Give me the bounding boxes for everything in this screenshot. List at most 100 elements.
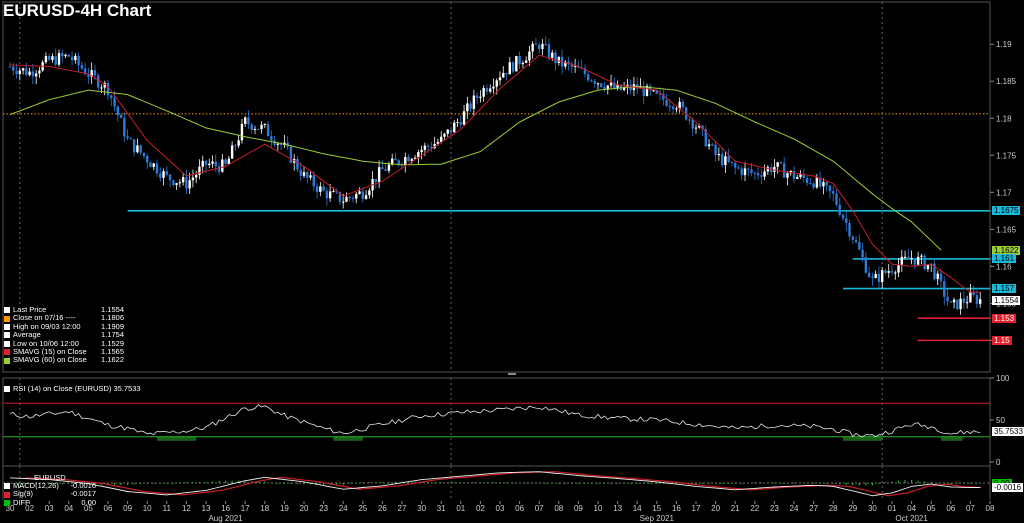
x-day-label: 04	[907, 504, 916, 513]
candle-body	[234, 145, 237, 147]
candle-body	[440, 136, 443, 142]
macd-histogram-bar	[721, 483, 723, 484]
price-tick-label: 1.18	[996, 114, 1012, 123]
macd-histogram-bar	[440, 482, 442, 483]
candle-body	[472, 95, 476, 109]
macd-histogram-bar	[179, 482, 181, 484]
candle-body	[387, 164, 391, 171]
candle-body	[828, 185, 832, 192]
candle-body	[250, 124, 253, 130]
x-day-label: 30	[868, 504, 877, 513]
candle-body	[420, 149, 423, 153]
candle-body	[815, 177, 819, 188]
legend-row-sma60: SMAVG (60) on Close 1.1622	[4, 356, 124, 364]
macd-histogram-bar	[231, 480, 233, 483]
legend-label: SMAVG (60) on Close	[13, 355, 87, 365]
macd-histogram-bar	[656, 483, 658, 484]
candle-body	[15, 70, 18, 75]
candle-body	[508, 62, 511, 75]
macd-histogram-bar	[251, 480, 253, 483]
candle-body	[583, 68, 587, 75]
x-day-label: 24	[790, 504, 799, 513]
candle-body	[864, 257, 868, 273]
candle-body	[51, 56, 54, 60]
macd-histogram-bar	[826, 483, 828, 484]
candle-body	[776, 162, 779, 167]
candle-body	[208, 163, 211, 165]
macd-histogram-bar	[897, 480, 900, 483]
candle-body	[665, 99, 668, 106]
candle-body	[717, 153, 721, 156]
candle-body	[423, 145, 427, 150]
candle-body	[962, 298, 966, 303]
macd-histogram-bar	[571, 483, 573, 484]
candle-body	[969, 291, 972, 303]
candle-body	[783, 163, 786, 178]
macd-histogram-bar	[558, 483, 560, 484]
candle-body	[939, 273, 943, 282]
macd-histogram-bar	[218, 480, 220, 483]
candle-body	[871, 276, 874, 278]
candle-body	[257, 128, 260, 130]
macd-histogram-bar	[309, 483, 312, 485]
candle-body	[325, 190, 329, 199]
legend-swatch	[4, 307, 10, 314]
macd-label: Sig(9)	[13, 489, 34, 499]
x-day-label: 06	[946, 504, 955, 513]
candle-body	[80, 65, 84, 69]
macd-histogram-bar	[74, 483, 76, 484]
candle-body	[191, 177, 195, 181]
x-month-label: Oct 2021	[895, 514, 928, 523]
candle-body	[67, 54, 70, 57]
price-tag: 1.1554	[992, 295, 1021, 305]
candle-body	[727, 156, 730, 162]
macd-histogram-bar	[767, 482, 769, 484]
macd-histogram-bar	[355, 482, 357, 484]
candle-body	[364, 195, 368, 199]
macd-histogram-bar	[728, 483, 730, 484]
candle-body	[384, 169, 387, 171]
candle-body	[926, 264, 930, 270]
macd-histogram-bar	[61, 483, 63, 484]
macd-histogram-bar	[819, 482, 821, 484]
macd-histogram-bar	[349, 483, 351, 484]
macd-histogram-bar	[564, 483, 566, 484]
candle-body	[214, 161, 217, 167]
legend-value: 1.1529	[101, 338, 124, 348]
candle-body	[923, 255, 926, 270]
macd-histogram-bar	[845, 483, 847, 485]
candle-body	[110, 95, 113, 99]
candle-body	[77, 55, 80, 66]
candle-body	[28, 71, 31, 75]
candle-body	[760, 175, 763, 177]
x-day-label: 26	[378, 504, 387, 513]
macd-histogram-bar	[512, 482, 514, 484]
macd-histogram-bar	[773, 482, 775, 484]
rsi-oversold-fill	[941, 436, 963, 441]
macd-value: -0.0016	[70, 481, 96, 491]
legend-label: High on 09/03 12:00	[13, 321, 81, 331]
price-legend: Last Price 1.1554 Close on 07/16 ---- 1.18…	[4, 305, 124, 368]
macd-histogram-bar	[323, 483, 325, 485]
candle-body	[279, 143, 283, 145]
candle-body	[737, 167, 740, 169]
rsi-value: 35.7533	[113, 384, 141, 393]
candle-body	[482, 88, 485, 97]
x-day-label: 31	[437, 504, 446, 513]
macd-histogram-bar	[283, 483, 285, 485]
candle-body	[142, 152, 146, 157]
macd-histogram-bar	[917, 480, 919, 483]
candle-body	[116, 106, 119, 115]
macd-histogram-bar	[159, 483, 161, 484]
macd-histogram-bar	[81, 483, 83, 484]
candle-body	[374, 178, 378, 182]
candle-body	[747, 168, 750, 170]
macd-histogram-bar	[153, 483, 155, 484]
price-tick-label: 1.185	[996, 77, 1017, 86]
candle-body	[299, 169, 302, 176]
price-tick-label: 1.17	[996, 188, 1012, 197]
candle-body	[247, 117, 250, 125]
candle-body	[521, 62, 525, 65]
candle-body	[841, 214, 845, 219]
macd-histogram-bar	[545, 483, 547, 484]
